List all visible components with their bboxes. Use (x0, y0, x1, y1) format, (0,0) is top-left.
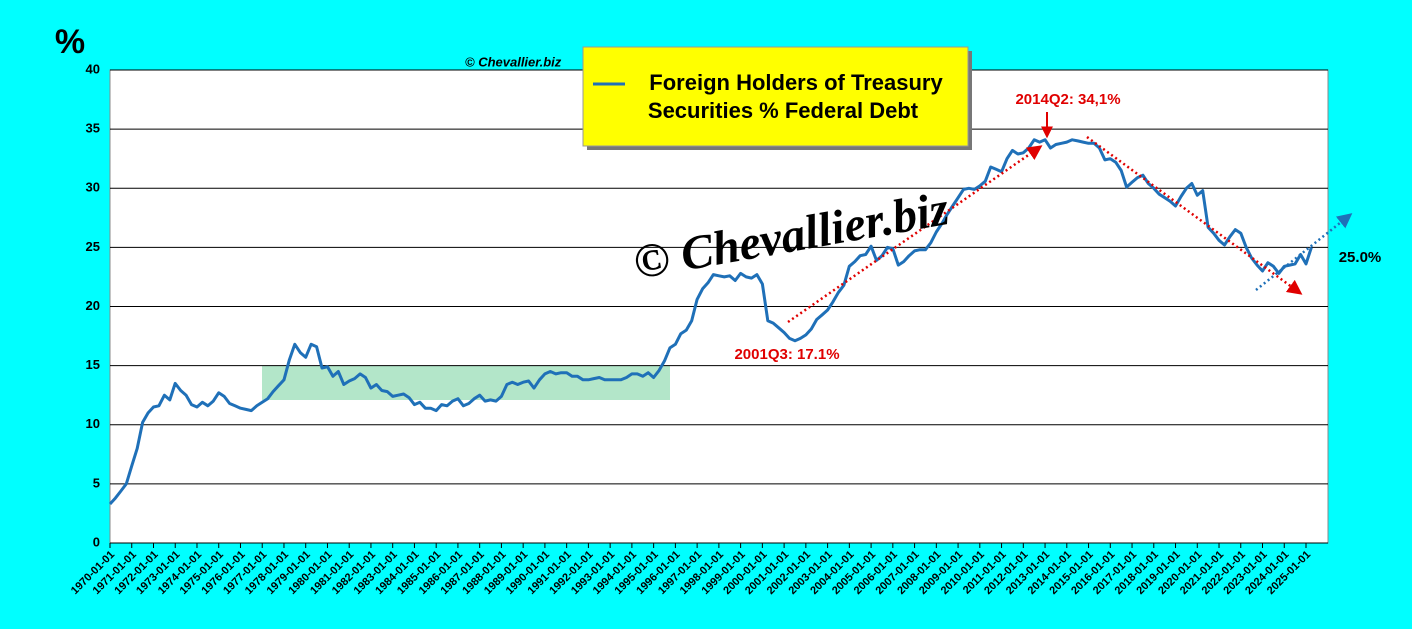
chart-title: Securities % Federal Debt (648, 98, 919, 123)
trend-up (787, 145, 1043, 324)
y-axis-label: % (55, 23, 85, 61)
y-tick-label: 30 (86, 180, 100, 195)
data-line (108, 138, 1313, 506)
trend-recent (1255, 213, 1353, 291)
y-tick-label: 5 (93, 475, 100, 490)
annotation: 2014Q2: 34,1% (1015, 91, 1120, 108)
y-tick-label: 15 (86, 357, 100, 372)
y-tick-label: 20 (86, 298, 100, 313)
trend-down (1086, 135, 1303, 295)
y-tick-label: 25 (86, 239, 100, 254)
y-tick-label: 0 (93, 534, 100, 549)
annotation: 2001Q3: 17.1% (734, 346, 839, 363)
title-box (582, 46, 969, 147)
watermark-small: © Chevallier.biz (465, 54, 562, 69)
y-tick-label: 10 (86, 416, 100, 431)
y-tick-label: 35 (86, 121, 100, 136)
highlight-band (262, 366, 670, 400)
y-tick-label: 40 (86, 61, 100, 76)
chart-title: Foreign Holders of Treasury (649, 70, 943, 95)
annotation: 25.0% (1339, 249, 1382, 266)
